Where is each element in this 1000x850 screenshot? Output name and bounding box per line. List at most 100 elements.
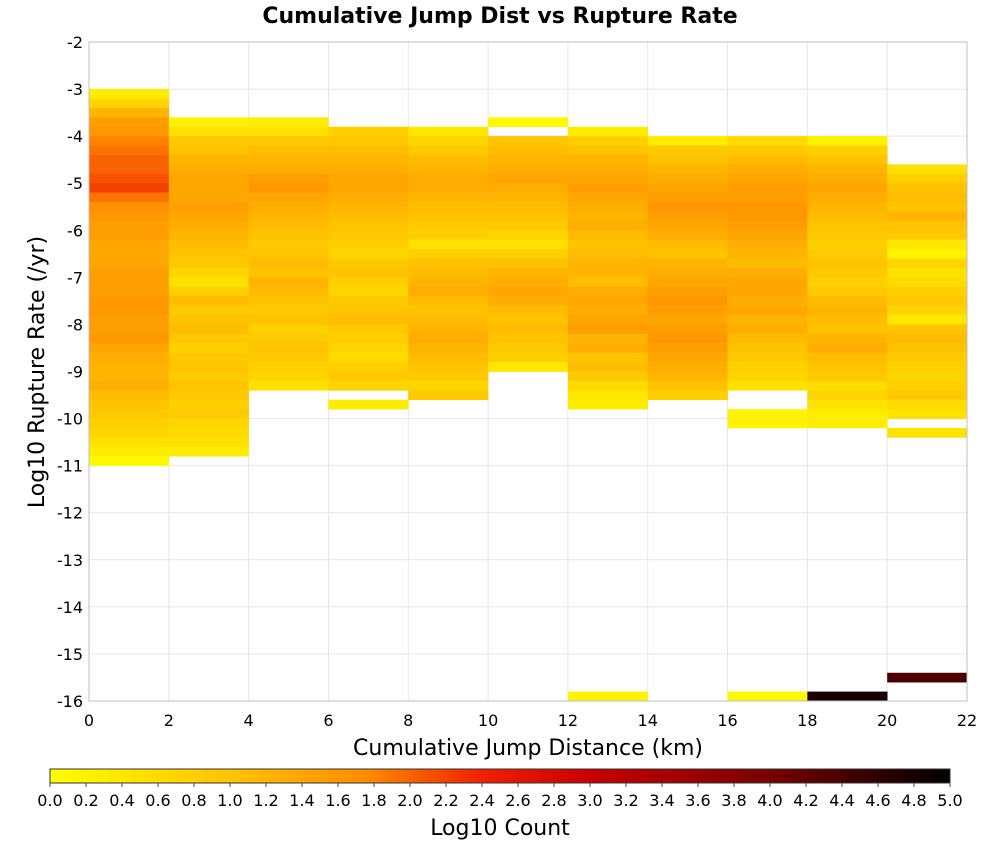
heatmap-cell	[807, 691, 888, 702]
heatmap-cell	[887, 672, 968, 683]
heatmap-cell	[887, 286, 968, 297]
heatmap-cell	[727, 409, 808, 419]
heatmap-cell	[89, 154, 170, 165]
x-tick-label: 22	[957, 711, 977, 730]
heatmap-cell	[647, 183, 728, 193]
heatmap-cell	[328, 239, 409, 250]
heatmap-cell	[727, 164, 808, 175]
heatmap-cell	[168, 136, 249, 146]
heatmap-cell	[328, 258, 409, 269]
colorbar-tick-label: 1.8	[361, 791, 386, 810]
colorbar-tick-label: 0.2	[73, 791, 98, 810]
heatmap-cell	[328, 333, 409, 344]
heatmap-cell	[727, 296, 808, 306]
colorbar-label: Log10 Count	[430, 816, 570, 841]
heatmap-cell	[807, 286, 888, 297]
heatmap-cell	[488, 258, 569, 269]
heatmap-cell	[647, 192, 728, 203]
heatmap-cell	[168, 333, 249, 344]
heatmap-cell	[807, 362, 888, 372]
colorbar-tick-label: 3.4	[649, 791, 674, 810]
heatmap-cell	[807, 371, 888, 382]
heatmap-cell	[647, 371, 728, 382]
heatmap-cell	[807, 239, 888, 250]
heatmap-cell	[328, 352, 409, 363]
heatmap-cell	[328, 277, 409, 288]
heatmap-cell	[807, 249, 888, 259]
colorbar-tick-label: 4.8	[901, 791, 926, 810]
colorbar-tick-label: 4.0	[757, 791, 782, 810]
heatmap-cell	[248, 117, 329, 128]
heatmap-cell	[168, 296, 249, 306]
heatmap-cell	[89, 418, 170, 429]
heatmap-cell	[408, 296, 489, 306]
heatmap-cell	[807, 202, 888, 212]
colorbar-tick-label: 1.6	[325, 791, 350, 810]
heatmap-cell	[887, 371, 968, 382]
heatmap-cell	[408, 390, 489, 401]
heatmap-cell	[89, 399, 170, 410]
heatmap-cell	[807, 380, 888, 391]
heatmap-cell	[647, 249, 728, 259]
heatmap-cell	[727, 691, 808, 702]
heatmap-cell	[727, 267, 808, 278]
heatmap-cell	[89, 136, 170, 146]
y-tick-label: -2	[67, 33, 83, 52]
heatmap-cell	[89, 230, 170, 240]
heatmap-cell	[727, 333, 808, 344]
heatmap-cell	[168, 362, 249, 372]
heatmap-cell	[89, 89, 170, 99]
heatmap-cell	[328, 324, 409, 335]
heatmap-cell	[727, 277, 808, 288]
y-tick-label: -5	[67, 174, 83, 193]
heatmap-cell	[887, 315, 968, 325]
colorbar-tick-label: 4.2	[793, 791, 818, 810]
heatmap-cell	[887, 258, 968, 269]
heatmap-cell	[727, 305, 808, 316]
heatmap-cell	[647, 258, 728, 269]
heatmap-cell	[408, 362, 489, 372]
heatmap-cell	[887, 333, 968, 344]
heatmap-cell	[248, 305, 329, 316]
x-axis-label: Cumulative Jump Distance (km)	[353, 736, 703, 761]
heatmap-cell	[727, 343, 808, 353]
heatmap-cell	[647, 239, 728, 250]
colorbar-tick-label: 3.2	[613, 791, 638, 810]
heatmap-cell	[328, 371, 409, 382]
heatmap-cell	[807, 258, 888, 269]
heatmap-cell	[248, 267, 329, 278]
heatmap-cell	[168, 258, 249, 269]
colorbar-tick-label: 0.0	[37, 791, 62, 810]
heatmap-cell	[488, 183, 569, 193]
heatmap-cell	[727, 352, 808, 363]
heatmap-cell	[488, 164, 569, 175]
heatmap-cell	[248, 154, 329, 165]
heatmap-cell	[408, 277, 489, 288]
x-axis-ticks: 0 2 4 6 8 10 12 14 16 18 20 22	[84, 711, 977, 730]
heatmap-cell	[89, 107, 170, 118]
y-tick-label: -8	[67, 315, 83, 334]
heatmap-cell	[807, 267, 888, 278]
heatmap-cell	[647, 277, 728, 288]
heatmap-cell	[168, 371, 249, 382]
heatmap-cell	[328, 230, 409, 240]
heatmap-cell	[488, 296, 569, 306]
heatmap-cell	[89, 333, 170, 344]
heatmap-cell	[807, 154, 888, 165]
y-tick-label: -13	[57, 551, 83, 570]
heatmap-cell	[567, 315, 649, 325]
heatmap-cell	[89, 343, 170, 353]
heatmap-cell	[807, 277, 888, 288]
heatmap-cell	[807, 230, 888, 240]
y-tick-label: -12	[57, 504, 83, 523]
heatmap-cell	[168, 409, 249, 419]
y-tick-label: -3	[67, 80, 83, 99]
heatmap-cell	[567, 145, 649, 156]
heatmap-cell	[248, 220, 329, 231]
heatmap-cell	[168, 343, 249, 353]
heatmap-cell	[567, 296, 649, 306]
heatmap-cell	[168, 220, 249, 231]
heatmap-cell	[408, 154, 489, 165]
heatmap-cell	[647, 220, 728, 231]
